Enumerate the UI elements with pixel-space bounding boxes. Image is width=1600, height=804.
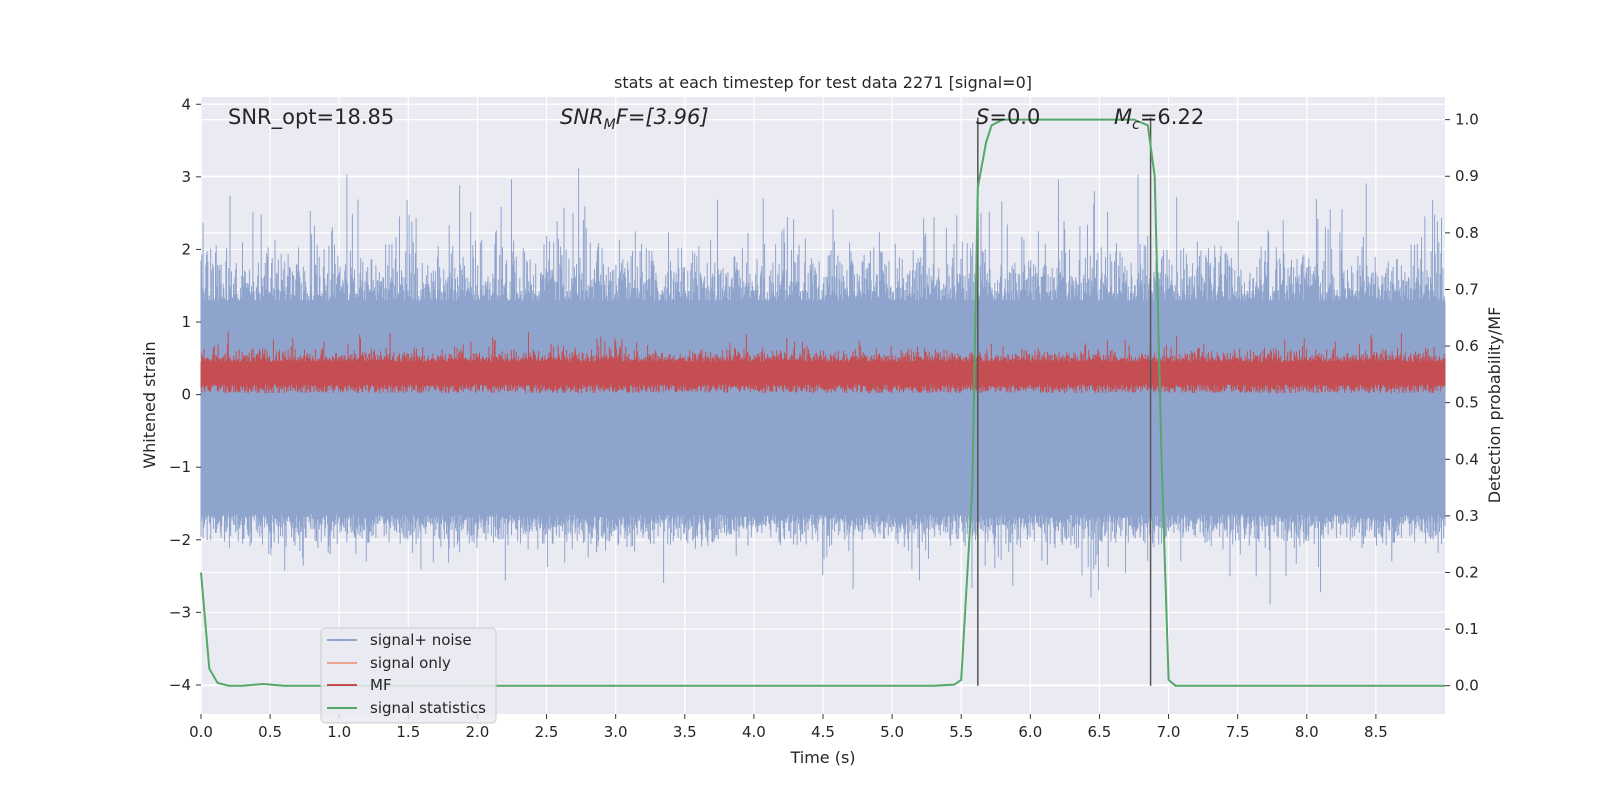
x-tick-label: 2.5 xyxy=(535,723,559,741)
y-tick-label: 4 xyxy=(181,95,191,113)
y2-axis-label: Detection probability/MF xyxy=(1485,307,1504,504)
y2-tick-label: 0.0 xyxy=(1455,677,1479,695)
y2-tick-label: 0.8 xyxy=(1455,224,1479,242)
annotation-mc-text: =6.22 xyxy=(1140,105,1204,129)
y-tick-label: −3 xyxy=(169,603,191,621)
annotation-mc: Mc=6.22 xyxy=(1114,105,1204,133)
x-axis-label: Time (s) xyxy=(789,748,855,767)
y-tick-label: 2 xyxy=(181,240,191,258)
chart-title: stats at each timestep for test data 227… xyxy=(614,73,1032,92)
x-tick-label: 8.0 xyxy=(1295,723,1319,741)
y2-tick-label: 0.6 xyxy=(1455,337,1479,355)
y2-tick-label: 0.9 xyxy=(1455,167,1479,185)
y-tick-label: −2 xyxy=(169,531,191,549)
annotation-snr-opt: SNR_opt=18.85 xyxy=(228,105,394,130)
annotation-snr-mf-prefix: SNR xyxy=(560,105,604,129)
annotation-s-text: =0.0 xyxy=(989,105,1040,129)
signal-noise-line xyxy=(200,168,1446,605)
signal-noise-series xyxy=(200,168,1446,605)
x-tick-label: 0.0 xyxy=(189,723,213,741)
y-tick-label: 0 xyxy=(181,386,191,404)
axis-ticks: 0.0 0.5 1.0 1.5 2.0 2.5 3.0 3.5 4.0 4.5 5.0 5.5 6.0 6… xyxy=(169,95,1479,741)
y-tick-label: −4 xyxy=(169,676,191,694)
y2-tick-label: 0.3 xyxy=(1455,507,1479,525)
x-tick-label: 2.0 xyxy=(466,723,490,741)
legend-box xyxy=(320,627,497,724)
x-tick-label: 7.0 xyxy=(1157,723,1181,741)
legend: signal+ noise signal only MF signal stat… xyxy=(320,627,497,724)
y-axis-label: Whitened strain xyxy=(140,341,159,468)
y-tick-label: −1 xyxy=(169,458,191,476)
x-tick-label: 3.5 xyxy=(673,723,697,741)
x-tick-label: 8.5 xyxy=(1364,723,1388,741)
x-tick-label: 5.0 xyxy=(880,723,904,741)
mf-series xyxy=(200,331,1446,394)
x-tick-label: 1.5 xyxy=(396,723,420,741)
x-tick-label: 6.5 xyxy=(1088,723,1112,741)
annotation-snr-mf-text: F=[3.96] xyxy=(616,105,709,129)
mf-line xyxy=(200,331,1446,394)
y2-tick-label: 0.4 xyxy=(1455,450,1479,468)
y-tick-label: 3 xyxy=(181,168,191,186)
annotation-mc-sub: c xyxy=(1132,117,1140,133)
x-tick-label: 1.0 xyxy=(327,723,351,741)
legend-label-mf: MF xyxy=(370,676,392,694)
signal-statistics-series xyxy=(200,118,1445,687)
annotation-s-prefix: S xyxy=(976,105,989,129)
legend-label-signal-only: signal only xyxy=(370,654,451,672)
x-tick-label: 3.0 xyxy=(604,723,628,741)
y-tick-label: 1 xyxy=(181,313,191,331)
y2-tick-label: 0.1 xyxy=(1455,620,1479,638)
annotation-s: S=0.0 xyxy=(976,105,1040,129)
annotation-mc-prefix: M xyxy=(1114,105,1132,129)
signal-statistics-line xyxy=(200,118,1445,687)
legend-label-signal-noise: signal+ noise xyxy=(370,631,472,649)
y2-tick-label: 0.5 xyxy=(1455,394,1479,412)
legend-label-signal-statistics: signal statistics xyxy=(370,699,486,717)
y2-tick-label: 0.7 xyxy=(1455,280,1479,298)
x-tick-label: 0.5 xyxy=(258,723,282,741)
annotation-snr-mf-sub: M xyxy=(604,117,616,133)
y2-tick-label: 0.2 xyxy=(1455,563,1479,581)
y2-tick-label: 1.0 xyxy=(1455,111,1479,129)
x-tick-label: 6.0 xyxy=(1018,723,1042,741)
x-tick-label: 7.5 xyxy=(1226,723,1250,741)
x-tick-label: 5.5 xyxy=(949,723,973,741)
x-tick-label: 4.5 xyxy=(811,723,835,741)
x-tick-label: 4.0 xyxy=(742,723,766,741)
annotation-snr-mf: SNRMF=[3.96] xyxy=(560,105,709,133)
